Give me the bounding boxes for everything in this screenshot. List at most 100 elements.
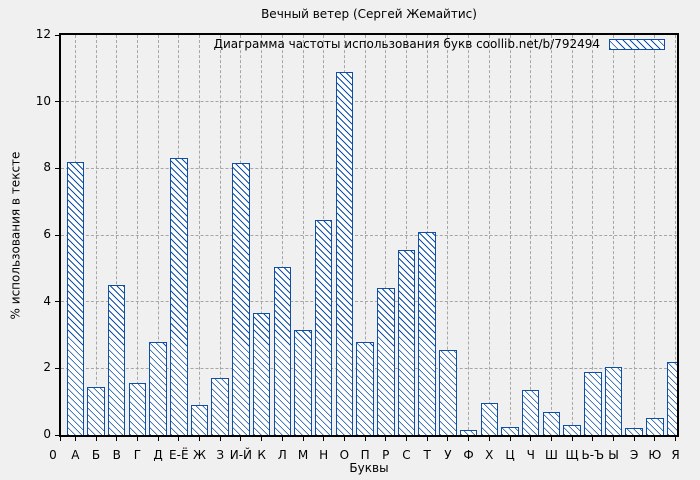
bar [356,341,374,435]
h-gridline [61,101,677,103]
v-gridline [468,35,470,435]
x-tick-label: П [360,448,370,462]
v-gridline [613,35,614,435]
v-gridline [261,35,263,435]
bar [252,313,271,435]
x-tick-label: Р [382,448,390,462]
y-tick-label: 4 [43,293,51,308]
x-tick-label: Ы [608,448,619,462]
x-tick [468,437,470,441]
x-tick [323,437,325,441]
x-tick-label: Д [153,448,163,462]
x-tick-label: З [216,448,225,462]
x-tick [571,437,573,441]
x-tick [633,437,635,441]
bar [625,428,643,435]
x-tick-label: Ю [648,448,662,462]
y-tick [55,101,59,103]
x-tick-label: Ь-Ъ [581,448,605,462]
x-tick [364,437,366,441]
x-tick-label: Ц [505,448,515,462]
x-tick [302,437,304,441]
bar [646,418,664,435]
bar [459,430,478,435]
x-tick [613,437,614,441]
x-tick [178,437,180,441]
x-tick-label: Щ [565,448,579,462]
x-tick [199,437,200,441]
x-tick [343,437,345,441]
v-gridline [447,35,449,435]
bar [273,266,292,435]
bar [128,383,147,435]
bar [66,161,85,435]
v-gridline [302,35,304,435]
x-tick [406,437,407,441]
bar [397,250,416,435]
x-tick [116,437,118,441]
v-gridline [509,35,511,435]
x-tick-label: Е-Ё [169,448,189,462]
v-gridline [385,35,387,435]
v-gridline [488,35,490,435]
plot-area: Диаграмма частоты использования букв coo… [49,33,680,462]
bar [335,71,354,435]
x-origin-tick [60,437,61,441]
y-tick-label: 10 [35,93,51,108]
y-tick-label: 12 [35,27,51,41]
v-gridline [281,35,283,435]
v-gridline [530,35,532,435]
bar [314,220,333,435]
x-tick [385,437,387,441]
bar [87,386,105,435]
x-tick [530,437,532,441]
y-tick [55,34,59,36]
x-tick [136,437,138,441]
v-gridline [199,35,200,435]
chart-title: Вечный ветер (Сергей Жемайтис) [261,7,477,21]
v-gridline [219,35,221,435]
x-tick-label: М [297,448,309,462]
x-tick [95,437,97,441]
v-gridline [633,35,635,435]
x-tick [488,437,490,441]
x-tick-label: Т [423,448,431,462]
bar [439,350,457,435]
bar [170,158,188,435]
x-tick [550,437,552,441]
y-tick-label: 8 [43,160,51,175]
bar [418,231,436,435]
bar [521,390,540,435]
bar [604,366,623,435]
x-tick [74,437,76,441]
bar [294,330,312,435]
x-tick [654,437,656,441]
x-tick [592,437,594,441]
h-gridline [61,301,677,303]
y-tick-label: 2 [43,360,51,375]
v-gridline [654,35,656,435]
y-tick [55,234,59,236]
h-gridline [61,167,677,169]
y-tick [55,167,59,169]
bar [211,378,229,435]
v-gridline [157,35,159,435]
x-tick [675,437,677,441]
x-tick [509,437,511,441]
x-tick-label: Э [629,448,639,462]
x-tick-label: И-Й [229,448,253,462]
x-tick-label: Ш [544,448,558,462]
x-tick-label: В [112,448,121,462]
x-tick [219,437,221,441]
x-tick [281,437,283,441]
x-tick-label: А [71,448,80,462]
x-tick-label: Я [671,448,680,462]
v-gridline [95,35,97,435]
x-tick [426,437,428,441]
x-tick-label: Ч [526,448,535,462]
x-tick-label: Х [485,448,494,462]
bar [232,163,250,435]
v-gridline [136,35,138,435]
bar [563,425,581,435]
